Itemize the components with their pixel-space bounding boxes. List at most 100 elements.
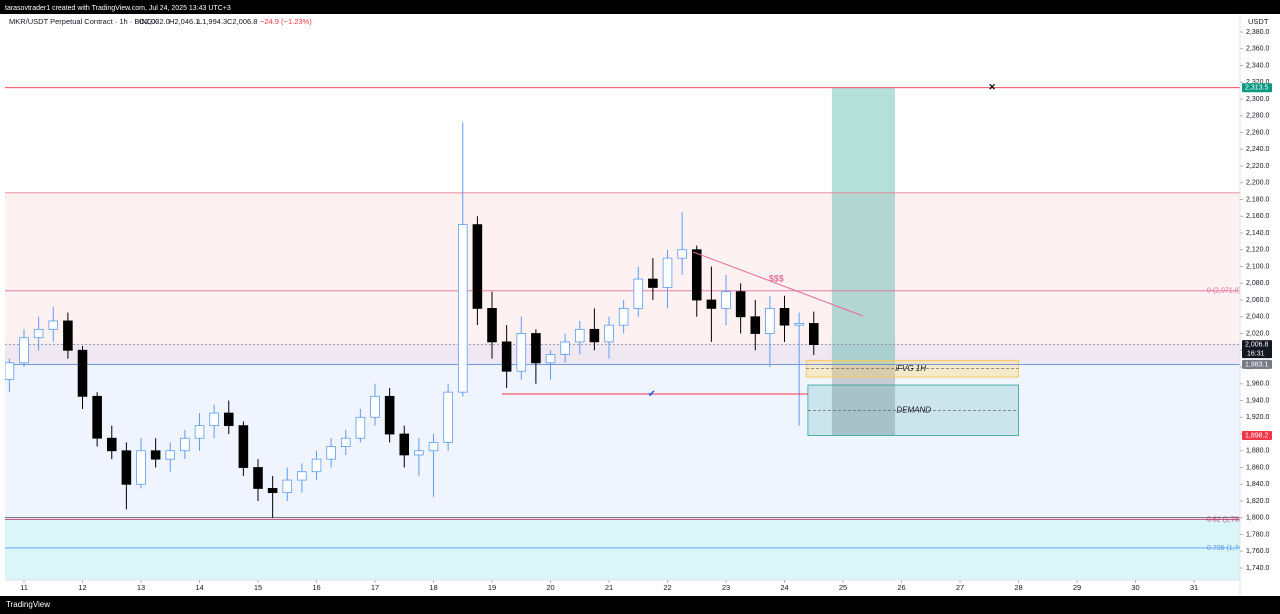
candle-body (633, 278, 644, 309)
x-tick-label: 26 (897, 583, 905, 592)
zone (831, 87, 896, 365)
y-tick-label: 2,060.0 (1246, 297, 1269, 304)
y-tick-label: 1,760.0 (1246, 548, 1269, 555)
y-tick-label: 2,320.0 (1246, 79, 1269, 86)
candle-body (706, 299, 717, 309)
price-badge-label: 2,006.8 (1245, 341, 1268, 348)
candle-body (604, 324, 614, 343)
candle-body (765, 307, 775, 334)
candle-body (370, 395, 380, 418)
candle-body (33, 328, 44, 339)
price-badge-sub: 16:31 (1247, 350, 1265, 357)
trend-line (693, 251, 864, 317)
candle-body (209, 412, 219, 427)
ohlc-high: H2,046.1 (169, 17, 199, 26)
y-tick-label: 2,040.0 (1246, 314, 1269, 321)
footer (0, 596, 1280, 614)
y-tick-label: 1,960.0 (1246, 381, 1269, 388)
price-badge (1242, 340, 1272, 359)
price-badge-label: 2,313.5 (1245, 85, 1268, 92)
level-label: 0.62 (1,798 (1207, 516, 1243, 523)
y-tick-label: 2,300.0 (1246, 96, 1269, 103)
x-tick-label: 27 (956, 583, 964, 592)
candle-body (648, 278, 658, 288)
candle-body (414, 450, 424, 456)
level-label: 0 (2,071.0) (1207, 288, 1241, 295)
candle-body (19, 337, 29, 364)
ohlc-open: O2,032.0 (139, 17, 170, 26)
y-tick-label: 1,860.0 (1246, 464, 1269, 471)
x-tick-label: 11 (20, 583, 28, 592)
x-tick-label: 28 (1014, 583, 1022, 592)
annotation: ✕ (988, 82, 996, 92)
y-tick-label: 2,200.0 (1246, 180, 1269, 187)
y-tick-label: 2,360.0 (1246, 46, 1269, 53)
candle-body (618, 307, 629, 326)
y-tick-label: 1,780.0 (1246, 531, 1269, 538)
x-tick-label: 13 (137, 583, 145, 592)
x-tick-label: 15 (254, 583, 262, 592)
zone (5, 192, 1240, 365)
annotation: $$$ (769, 273, 784, 283)
candle-body (267, 488, 278, 494)
x-tick-label: 23 (722, 583, 730, 592)
candle-body (77, 349, 88, 397)
x-tick-label: 29 (1073, 583, 1081, 592)
zone (5, 519, 1240, 580)
x-tick-label: 31 (1190, 583, 1198, 592)
candle-body (297, 471, 307, 481)
watermark: tarasovtrader1 created with TradingView.… (5, 5, 231, 12)
price-badge (1242, 83, 1272, 93)
y-tick-label: 2,100.0 (1246, 263, 1269, 270)
candle-body (106, 437, 117, 452)
candle-body (136, 450, 146, 485)
x-tick-label: 18 (429, 583, 437, 592)
candle-body (428, 441, 439, 452)
y-tick-label: 1,740.0 (1246, 565, 1269, 572)
top-bar (0, 0, 1280, 14)
candle-body (501, 341, 512, 372)
candle-body (472, 224, 483, 309)
candle-body (238, 425, 249, 468)
level-label: 0.705 (1,76 (1207, 545, 1243, 552)
currency: USDT (1248, 17, 1269, 26)
y-tick-label: 2,240.0 (1246, 146, 1269, 153)
y-tick-label: 2,140.0 (1246, 230, 1269, 237)
candle-body (121, 450, 132, 485)
candle-body (165, 450, 176, 460)
candle-body (574, 328, 585, 343)
y-tick-label: 1,800.0 (1246, 515, 1269, 522)
candle-body (794, 323, 804, 326)
zone-label: iFVG 1H (895, 364, 926, 373)
y-tick-label: 2,260.0 (1246, 129, 1269, 136)
zone-label: DEMAND (896, 406, 931, 415)
x-tick-label: 25 (839, 583, 847, 592)
candle-body (63, 320, 73, 351)
candle-body (92, 395, 102, 439)
y-tick-label: 2,120.0 (1246, 247, 1269, 254)
ohlc-low: L1,994.3 (198, 17, 227, 26)
candle-body (735, 291, 746, 318)
zone (831, 364, 896, 436)
y-tick-label: 2,080.0 (1246, 280, 1269, 287)
candle-body (487, 307, 497, 343)
candle-body (808, 323, 819, 345)
candle-body (750, 316, 761, 334)
x-tick-label: 17 (371, 583, 379, 592)
candle-body (48, 320, 59, 330)
candle-body (662, 257, 673, 288)
y-tick-label: 1,820.0 (1246, 498, 1269, 505)
x-tick-label: 20 (546, 583, 554, 592)
y-tick-label: 1,940.0 (1246, 397, 1269, 404)
x-tick-label: 12 (78, 583, 86, 592)
change: −24.9 (−1.23%) (260, 17, 312, 26)
y-tick-label: 2,280.0 (1246, 113, 1269, 120)
y-tick-label: 2,160.0 (1246, 213, 1269, 220)
candle-body (194, 425, 205, 439)
symbol: MKR/USDT Perpetual Contract · 1h · BINGX (9, 17, 158, 26)
candle-body (384, 395, 395, 435)
price-badge (1242, 359, 1272, 369)
candle-body (560, 341, 570, 355)
candle-body (5, 362, 15, 380)
candle-body (589, 328, 600, 343)
